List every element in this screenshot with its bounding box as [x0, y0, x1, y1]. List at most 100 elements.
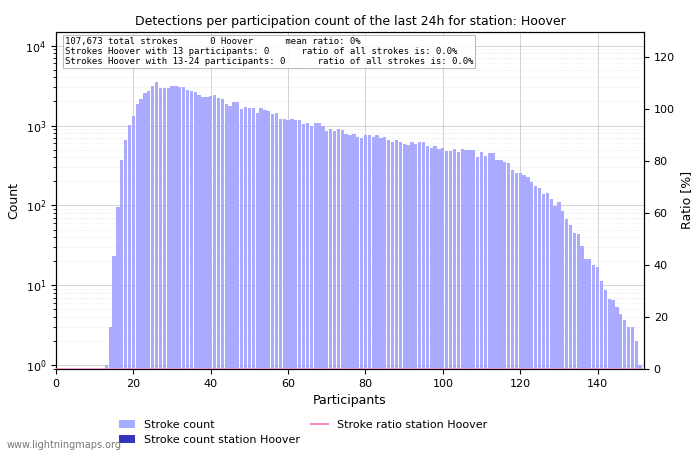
Bar [526, 177, 530, 450]
Bar [522, 176, 526, 450]
Bar [244, 107, 247, 450]
Bar [557, 202, 561, 450]
Bar [155, 82, 158, 450]
Bar [248, 108, 251, 450]
Bar [426, 146, 429, 450]
Bar [441, 148, 444, 450]
Bar [472, 150, 475, 450]
Bar [592, 265, 596, 450]
Bar [228, 106, 232, 450]
Bar [225, 104, 228, 450]
Bar [402, 144, 406, 450]
Text: www.lightningmaps.org: www.lightningmaps.org [7, 440, 122, 450]
Bar [577, 234, 580, 450]
Bar [398, 142, 402, 450]
Bar [430, 148, 433, 450]
Bar [623, 320, 626, 450]
Bar [209, 96, 212, 450]
Bar [202, 97, 204, 450]
Bar [631, 327, 634, 450]
Bar [387, 140, 391, 450]
Bar [422, 142, 425, 450]
Bar [162, 88, 166, 450]
Bar [302, 124, 305, 450]
Bar [271, 114, 274, 450]
Bar [267, 111, 270, 450]
Bar [375, 135, 379, 450]
Bar [534, 186, 538, 450]
Bar [407, 145, 410, 450]
Bar [519, 173, 522, 450]
Bar [256, 113, 259, 450]
Bar [341, 130, 344, 450]
Bar [600, 281, 603, 450]
Bar [538, 188, 541, 450]
Bar [325, 130, 328, 450]
Bar [461, 149, 464, 450]
Bar [635, 341, 638, 450]
Bar [182, 87, 186, 450]
Bar [499, 159, 503, 450]
Bar [379, 138, 383, 450]
Bar [116, 207, 120, 450]
Bar [364, 135, 367, 450]
Bar [194, 92, 197, 450]
Bar [236, 102, 239, 450]
Bar [433, 146, 437, 450]
Bar [314, 123, 317, 450]
Bar [147, 91, 150, 450]
Bar [511, 170, 514, 450]
Bar [464, 150, 468, 450]
Bar [317, 123, 321, 450]
Bar [530, 182, 533, 450]
Bar [545, 193, 549, 450]
Bar [438, 148, 440, 450]
Bar [484, 156, 487, 450]
Bar [104, 365, 108, 450]
Bar [220, 99, 224, 450]
Bar [178, 87, 181, 450]
Bar [580, 246, 584, 450]
Bar [349, 135, 351, 450]
Bar [144, 94, 146, 450]
Bar [608, 300, 611, 450]
Bar [321, 126, 325, 450]
Text: 107,673 total strokes      0 Hoover      mean ratio: 0%
Strokes Hoover with 13 p: 107,673 total strokes 0 Hoover mean rati… [65, 36, 473, 66]
Bar [251, 108, 255, 450]
X-axis label: Participants: Participants [313, 394, 387, 407]
Bar [298, 120, 302, 450]
Bar [170, 86, 174, 450]
Bar [456, 152, 460, 450]
Bar [167, 88, 170, 450]
Bar [151, 86, 155, 450]
Bar [306, 123, 309, 450]
Bar [603, 290, 607, 450]
Bar [480, 152, 483, 450]
Legend: Stroke count, Stroke count station Hoover, Stroke ratio station Hoover: Stroke count, Stroke count station Hoove… [114, 415, 491, 450]
Bar [418, 142, 421, 450]
Bar [344, 134, 348, 450]
Bar [542, 194, 545, 450]
Bar [205, 97, 209, 450]
Bar [356, 137, 359, 450]
Bar [383, 137, 386, 450]
Bar [395, 140, 398, 450]
Bar [638, 365, 642, 450]
Bar [414, 144, 417, 450]
Y-axis label: Count: Count [7, 182, 20, 219]
Bar [213, 95, 216, 450]
Bar [174, 86, 178, 450]
Bar [503, 162, 506, 450]
Bar [113, 256, 116, 450]
Bar [488, 153, 491, 450]
Bar [596, 267, 599, 450]
Bar [468, 150, 472, 450]
Bar [329, 129, 332, 450]
Bar [627, 327, 630, 450]
Bar [128, 125, 131, 450]
Bar [360, 138, 363, 450]
Bar [190, 91, 193, 450]
Bar [514, 173, 518, 450]
Bar [217, 99, 220, 450]
Bar [368, 135, 371, 450]
